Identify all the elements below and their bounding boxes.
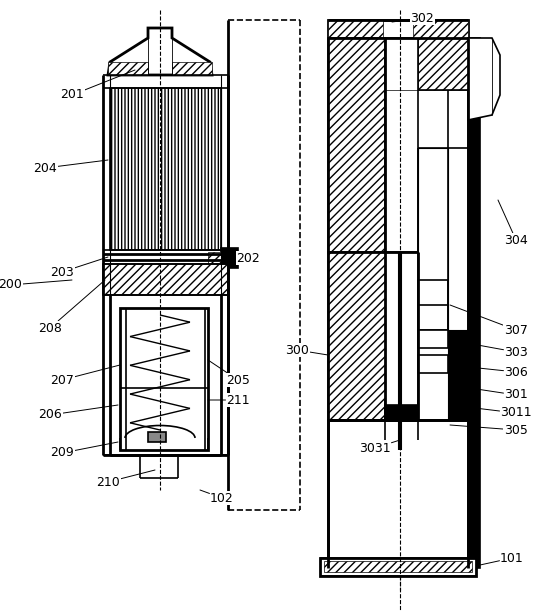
Bar: [468, 38, 480, 568]
Bar: [320, 558, 476, 576]
Polygon shape: [468, 38, 500, 120]
Text: 102: 102: [200, 490, 234, 505]
Bar: [110, 88, 221, 250]
Bar: [328, 38, 385, 253]
Bar: [148, 432, 166, 442]
Bar: [385, 405, 418, 423]
Text: 300: 300: [285, 344, 328, 357]
Text: 211: 211: [208, 394, 250, 407]
Text: 204: 204: [33, 160, 108, 174]
Bar: [328, 252, 418, 420]
Text: 301: 301: [450, 385, 528, 402]
Text: 3031: 3031: [359, 440, 400, 455]
Bar: [324, 561, 472, 572]
Bar: [448, 330, 468, 420]
Bar: [418, 330, 448, 348]
Text: 203: 203: [50, 257, 108, 278]
Text: 307: 307: [450, 305, 528, 336]
Text: 202: 202: [235, 251, 260, 264]
Text: 207: 207: [50, 365, 120, 386]
Bar: [103, 264, 228, 295]
Text: 304: 304: [498, 200, 528, 246]
Bar: [418, 355, 448, 373]
Bar: [328, 20, 468, 38]
Text: 210: 210: [96, 470, 155, 488]
Bar: [172, 62, 212, 75]
Text: 200: 200: [0, 278, 72, 291]
Text: 205: 205: [208, 360, 250, 386]
Text: 305: 305: [450, 424, 528, 437]
Text: 201: 201: [60, 70, 135, 102]
Bar: [120, 308, 208, 450]
Bar: [328, 420, 468, 568]
Bar: [418, 280, 448, 330]
Bar: [418, 148, 448, 330]
Text: 303: 303: [450, 340, 528, 359]
Polygon shape: [108, 28, 212, 75]
Text: 208: 208: [38, 280, 105, 334]
Bar: [108, 62, 148, 75]
Bar: [385, 38, 418, 90]
Bar: [328, 20, 383, 38]
Bar: [413, 20, 468, 38]
Text: 206: 206: [38, 405, 118, 421]
Text: 101: 101: [480, 551, 524, 565]
Text: 209: 209: [50, 442, 118, 460]
Text: 3011: 3011: [450, 405, 532, 419]
Bar: [385, 252, 418, 420]
Polygon shape: [221, 248, 238, 268]
Bar: [418, 38, 468, 90]
Bar: [208, 252, 221, 264]
Text: 302: 302: [392, 12, 434, 25]
Text: 306: 306: [450, 365, 528, 378]
